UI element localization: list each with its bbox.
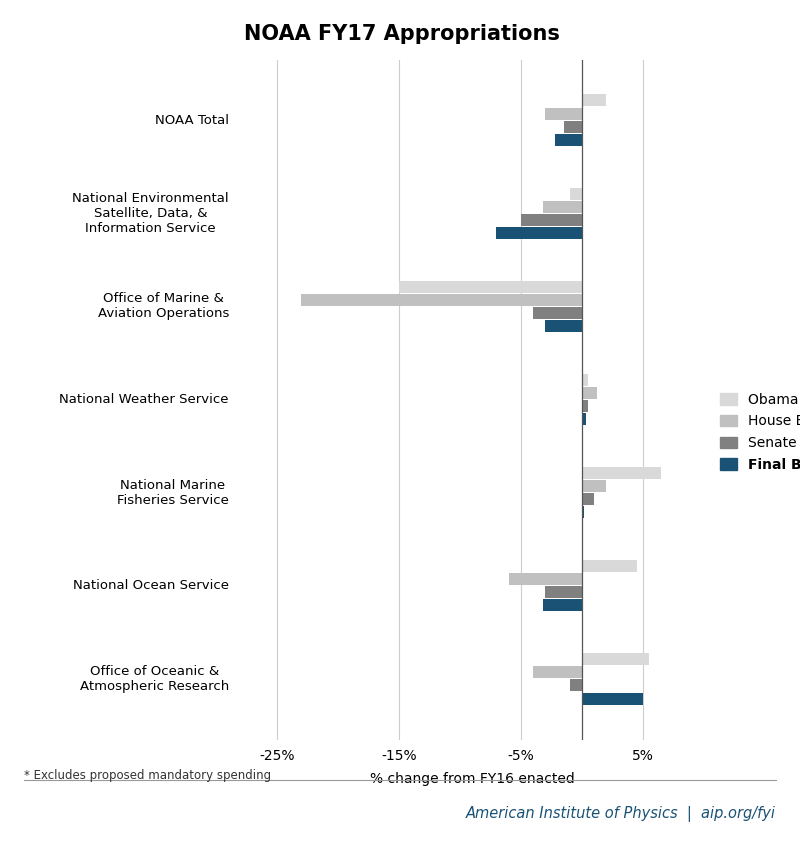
Bar [582,94,606,106]
Bar [521,213,582,226]
Bar [533,307,582,319]
Bar [543,599,582,611]
Bar [563,121,582,133]
Bar [301,294,582,306]
Bar [582,493,594,505]
Text: * Excludes proposed mandatory spending: * Excludes proposed mandatory spending [24,769,271,782]
Bar [546,586,582,598]
Text: American Institute of Physics  |  aip.org/fyi: American Institute of Physics | aip.org/… [466,807,776,822]
Legend: Obama Request*, House Bill, Senate Bill, Final Bill: Obama Request*, House Bill, Senate Bill,… [720,393,800,472]
Bar [582,654,649,666]
Bar [546,320,582,332]
Bar [533,666,582,678]
Bar [570,679,582,691]
Bar [582,387,597,399]
Bar [509,573,582,586]
Bar [582,374,588,386]
Bar [582,507,584,518]
Bar [555,133,582,145]
Bar [570,188,582,200]
Title: NOAA FY17 Appropriations: NOAA FY17 Appropriations [245,24,560,44]
Bar [546,108,582,120]
Bar [582,413,586,425]
Bar [582,560,637,572]
Bar [398,280,582,292]
Bar [582,480,606,492]
Bar [582,400,588,412]
Bar [582,468,662,479]
Bar [543,201,582,212]
Bar [582,693,643,705]
X-axis label: % change from FY16 enacted: % change from FY16 enacted [370,772,574,785]
Bar [497,227,582,239]
